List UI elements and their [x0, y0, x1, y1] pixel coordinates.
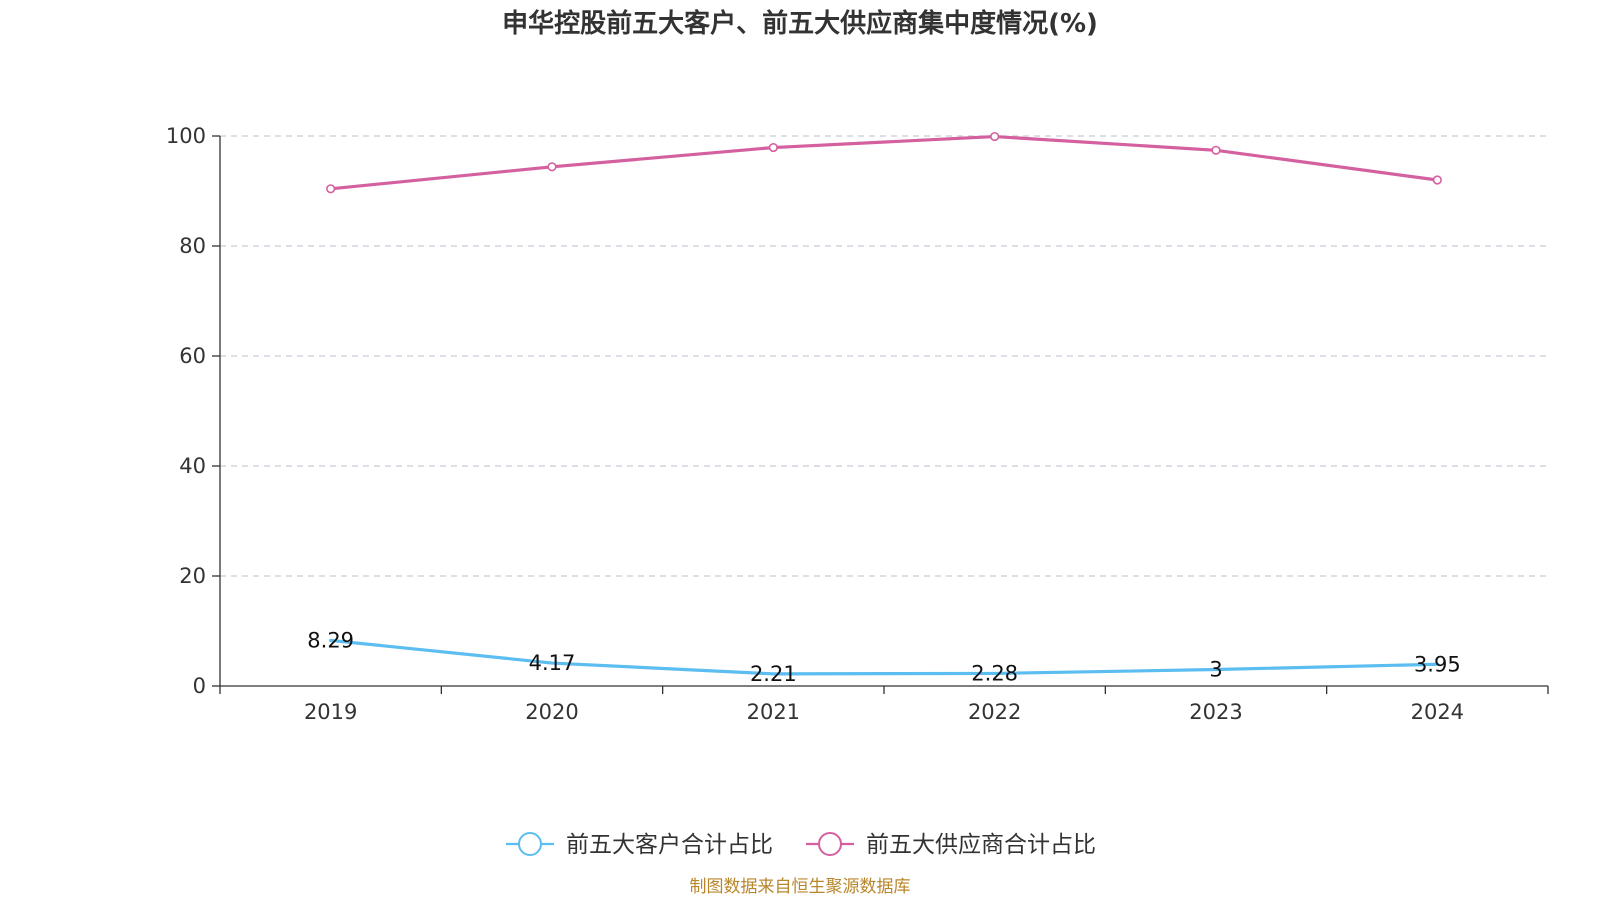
y-tick-label: 20	[179, 564, 206, 588]
axes: 0 20 40 60 80 100 2019 2020 2021 2022 2023 2024	[166, 124, 1549, 724]
y-tick-label: 60	[179, 344, 206, 368]
legend-label: 前五大客户合计占比	[566, 832, 773, 858]
series-area	[326, 131, 1442, 676]
y-tick-label: 0	[193, 674, 206, 698]
data-label: 4.17	[529, 651, 576, 675]
legend-marker-icon	[518, 832, 542, 856]
series-point	[1211, 145, 1221, 155]
series-point	[547, 162, 557, 172]
y-tick-label: 40	[179, 454, 206, 478]
legend-marker-icon	[818, 832, 842, 856]
data-labels: 8.29 4.17 2.21 2.28 3 3.95	[307, 628, 1460, 685]
legend: 前五大客户合计占比 前五大供应商合计占比	[506, 832, 1096, 858]
data-label: 8.29	[307, 628, 354, 652]
x-tick-label: 2023	[1189, 700, 1242, 724]
y-tick-label: 100	[166, 124, 206, 148]
x-tick-label: 2019	[304, 700, 357, 724]
legend-item-2: 前五大供应商合计占比	[806, 832, 1096, 858]
series-point	[1432, 175, 1442, 185]
data-label: 2.28	[971, 661, 1018, 685]
x-tick-label: 2021	[747, 700, 800, 724]
legend-item-1: 前五大客户合计占比	[506, 832, 773, 858]
source-note: 制图数据来自恒生聚源数据库	[690, 877, 911, 897]
series-point	[990, 131, 1000, 142]
series-line-2	[329, 134, 1439, 191]
y-tick-label: 80	[179, 234, 206, 258]
data-label: 3	[1209, 658, 1222, 682]
data-label: 2.21	[750, 662, 797, 686]
chart-title: 申华控股前五大客户、前五大供应商集中度情况(%)	[502, 8, 1098, 39]
legend-label: 前五大供应商合计占比	[866, 832, 1096, 858]
series-point	[326, 184, 336, 194]
series-point	[768, 142, 778, 153]
data-label: 3.95	[1414, 652, 1461, 676]
x-tick-label: 2020	[525, 700, 578, 724]
x-tick-label: 2022	[968, 700, 1021, 724]
grid	[220, 135, 1548, 577]
x-tick-label: 2024	[1411, 700, 1464, 724]
series-line-1	[329, 638, 1439, 676]
